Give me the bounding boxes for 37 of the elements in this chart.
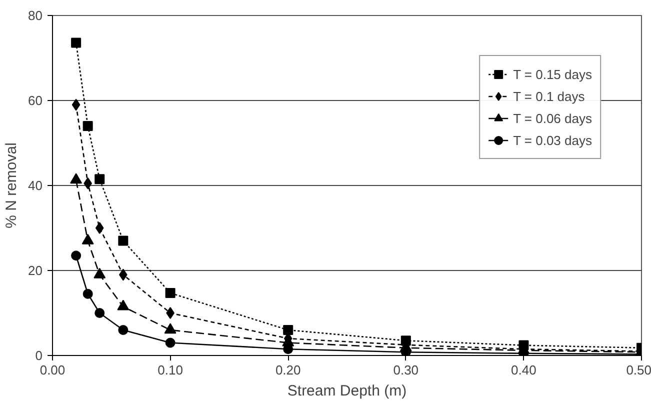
y-tick-label: 40 bbox=[28, 178, 43, 193]
point bbox=[84, 177, 92, 190]
point bbox=[283, 325, 294, 335]
x-tick-label: 0.20 bbox=[275, 362, 301, 378]
y-tick-label: 0 bbox=[35, 348, 43, 363]
legend-label: T = 0.03 days bbox=[513, 132, 592, 148]
point bbox=[82, 234, 94, 244]
point bbox=[94, 268, 106, 278]
point bbox=[72, 98, 80, 111]
x-tick-label: 0.00 bbox=[40, 362, 66, 378]
y-tick-label: 60 bbox=[28, 93, 43, 108]
y-tick-label: 20 bbox=[28, 263, 43, 278]
x-tick-label: 0.10 bbox=[158, 362, 183, 378]
legend-label: T = 0.15 days bbox=[513, 66, 592, 82]
point bbox=[165, 288, 176, 298]
point bbox=[71, 38, 82, 48]
legend-label: T = 0.06 days bbox=[513, 110, 592, 126]
point bbox=[118, 236, 128, 246]
point bbox=[94, 174, 105, 184]
point bbox=[117, 300, 130, 310]
y-axis-title: % N removal bbox=[3, 142, 20, 228]
point bbox=[70, 173, 82, 184]
point bbox=[164, 323, 176, 334]
point bbox=[82, 121, 93, 131]
x-tick-label: 0.30 bbox=[393, 362, 419, 378]
y-tick-label: 80 bbox=[28, 8, 43, 23]
x-axis-title: Stream Depth (m) bbox=[287, 382, 407, 400]
point bbox=[118, 325, 128, 335]
point bbox=[95, 222, 104, 234]
point bbox=[82, 288, 93, 299]
x-tick-label: 0.40 bbox=[511, 362, 536, 378]
point bbox=[71, 250, 82, 261]
point bbox=[166, 307, 174, 319]
point bbox=[94, 308, 105, 318]
x-tick-label: 0.50 bbox=[626, 362, 651, 378]
point bbox=[165, 338, 176, 348]
legend-label: T = 0.1 days bbox=[513, 88, 585, 104]
